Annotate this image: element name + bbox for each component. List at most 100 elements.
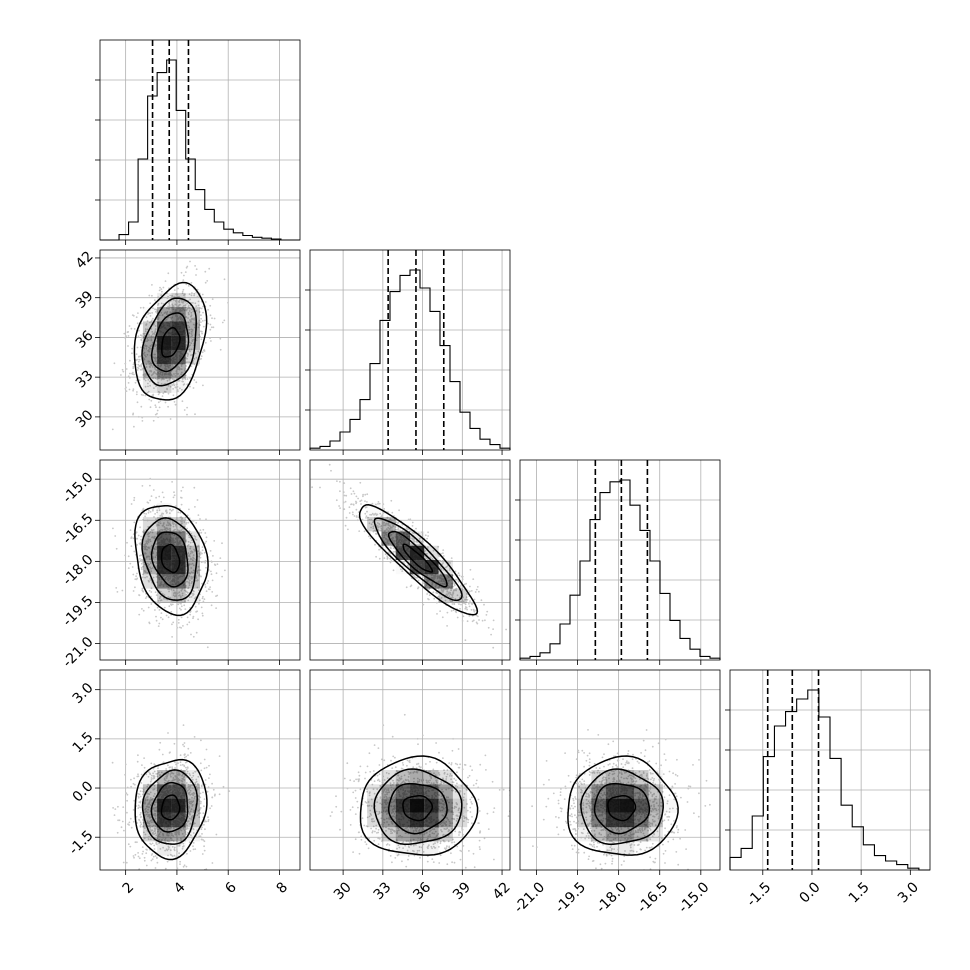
sample-point [167, 732, 169, 734]
sample-point [180, 839, 183, 842]
sample-point [440, 597, 443, 599]
sample-point [147, 555, 150, 558]
sample-point [163, 827, 166, 829]
sample-point [382, 512, 385, 514]
sample-point [181, 400, 184, 403]
sample-point [115, 587, 118, 589]
sample-point [131, 352, 133, 355]
sample-point [177, 762, 179, 765]
sample-point [158, 289, 161, 292]
sample-point [348, 506, 351, 509]
sample-point [151, 529, 153, 532]
sample-point [128, 325, 131, 327]
sample-point [189, 385, 191, 388]
sample-point [171, 839, 173, 842]
sample-point [146, 785, 149, 788]
sample-point [385, 522, 388, 525]
sample-point [192, 519, 195, 522]
sample-point [195, 538, 198, 541]
sample-point [195, 611, 198, 613]
sample-point [168, 302, 171, 305]
sample-point [168, 840, 170, 843]
sample-point [192, 387, 195, 389]
sample-point [210, 573, 213, 576]
density-cell [157, 503, 171, 517]
sample-point [186, 527, 189, 530]
sample-point [442, 591, 444, 593]
sample-point [169, 527, 171, 530]
sample-point [176, 849, 178, 851]
sample-point [384, 541, 387, 544]
sample-point [149, 315, 152, 317]
sample-point [176, 376, 179, 379]
sample-point [161, 290, 163, 293]
sample-point [198, 311, 201, 313]
sample-point [195, 577, 198, 579]
sample-point [151, 366, 154, 368]
sample-point [378, 548, 380, 551]
sample-point [144, 379, 147, 382]
sample-point [487, 626, 490, 629]
sample-point [389, 552, 392, 555]
sample-point [458, 574, 461, 577]
sample-point [380, 527, 383, 530]
sample-point [182, 288, 185, 291]
sample-point [193, 736, 196, 738]
sample-point [192, 323, 195, 326]
sample-point [392, 569, 395, 572]
sample-point [167, 616, 170, 619]
sample-point [183, 521, 186, 523]
sample-point [343, 494, 346, 497]
sample-point [433, 597, 436, 600]
sample-point [181, 592, 184, 595]
sample-point [400, 568, 402, 571]
sample-point [356, 519, 359, 522]
sample-point [189, 752, 192, 754]
sample-point [472, 578, 475, 580]
sample-point [143, 543, 146, 546]
sample-point [131, 372, 133, 375]
density-cell [171, 531, 186, 546]
sample-point [196, 288, 199, 291]
sample-point [168, 588, 171, 591]
sample-point [469, 585, 471, 588]
sample-point [149, 345, 152, 347]
sample-point [178, 591, 181, 594]
sample-point [139, 526, 142, 529]
sample-point [174, 375, 177, 377]
sample-point [415, 540, 418, 543]
sample-point [154, 806, 157, 809]
sample-point [369, 513, 371, 516]
sample-point [149, 797, 152, 799]
sample-point [185, 755, 188, 758]
sample-point [159, 595, 162, 598]
sample-point [179, 387, 181, 390]
sample-point [141, 846, 144, 848]
sample-point [149, 566, 152, 569]
sample-point [158, 609, 161, 611]
sample-point [142, 573, 144, 576]
sample-point [427, 531, 429, 534]
density-cell [410, 560, 425, 575]
sample-point [374, 543, 376, 546]
sample-point [370, 526, 372, 529]
sample-point [166, 379, 169, 382]
sample-point [193, 557, 195, 560]
sample-point [216, 563, 219, 565]
sample-point [182, 845, 185, 847]
sample-point [158, 314, 161, 316]
sample-point [208, 764, 210, 767]
sample-point [200, 321, 202, 323]
sample-point [133, 373, 135, 376]
sample-point [144, 328, 147, 330]
sample-point [160, 514, 163, 516]
sample-point [130, 327, 133, 330]
sample-point [152, 556, 154, 558]
sample-point [189, 545, 192, 548]
sample-point [152, 323, 155, 326]
sample-point [146, 793, 148, 795]
sample-point [145, 513, 148, 515]
sample-point [394, 521, 397, 524]
sample-point [173, 299, 175, 301]
sample-point [158, 835, 161, 838]
